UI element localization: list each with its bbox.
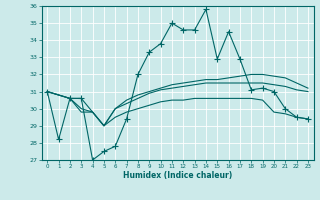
X-axis label: Humidex (Indice chaleur): Humidex (Indice chaleur) [123,171,232,180]
